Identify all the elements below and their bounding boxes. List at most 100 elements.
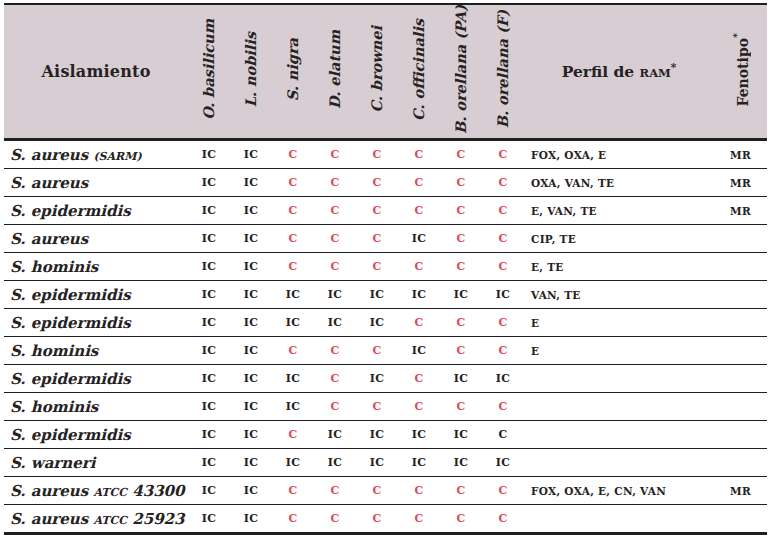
susceptibility-value-cell: C <box>314 477 356 505</box>
susceptibility-value-cell: C <box>272 337 314 365</box>
susceptibility-value-cell: IC <box>188 393 230 421</box>
isolate-cell: S. epidermidis <box>4 309 188 337</box>
susceptibility-value-cell: IC <box>356 281 398 309</box>
table-row: S. hominis ICICCCCCCC E, TE <box>4 253 767 281</box>
susceptibility-value-cell: IC <box>188 225 230 253</box>
perfil-ram-cell: E, VAN, TE <box>524 197 714 225</box>
susceptibility-value-cell: IC <box>272 309 314 337</box>
susceptibility-value-cell: C <box>314 365 356 393</box>
perfil-label-pre: Perfil de <box>562 63 640 82</box>
susceptibility-value-cell: C <box>356 393 398 421</box>
susceptibility-value-cell: C <box>440 225 482 253</box>
susceptibility-value-cell: C <box>398 140 440 169</box>
susceptibility-value-cell: C <box>440 309 482 337</box>
column-header-aislamiento: Aislamiento <box>4 4 188 140</box>
isolate-cell: S. aureus <box>4 225 188 253</box>
susceptibility-value-cell: C <box>482 225 524 253</box>
susceptibility-value-cell: C <box>482 197 524 225</box>
column-header-plant-2: L. nobilis <box>230 4 272 140</box>
isolate-name: S. epidermidis <box>10 370 131 388</box>
column-header-plant-1: O. basilicum <box>188 4 230 140</box>
susceptibility-value-cell: IC <box>188 309 230 337</box>
susceptibility-value-cell: IC <box>356 365 398 393</box>
perfil-ram-cell <box>524 393 714 421</box>
column-header-plant-4: D. elatum <box>314 4 356 140</box>
susceptibility-value-cell: IC <box>230 393 272 421</box>
table-row: S. epidermidis ICICCICICICICC <box>4 421 767 449</box>
susceptibility-value-cell: IC <box>230 169 272 197</box>
susceptibility-value-cell: C <box>356 477 398 505</box>
isolate-cell: S. hominis <box>4 393 188 421</box>
fenotipo-cell <box>714 225 767 253</box>
susceptibility-value-cell: IC <box>230 505 272 534</box>
susceptibility-value-cell: C <box>482 421 524 449</box>
antimicrobial-resistance-table: Aislamiento O. basilicum L. nobilis S. n… <box>4 3 767 535</box>
susceptibility-value-cell: IC <box>398 337 440 365</box>
susceptibility-value-cell: IC <box>272 281 314 309</box>
susceptibility-value-cell: C <box>272 253 314 281</box>
susceptibility-value-cell: C <box>398 477 440 505</box>
table-row: S. aureus ICICCCCICCC CIP, TE <box>4 225 767 253</box>
susceptibility-value-cell: C <box>314 225 356 253</box>
header-row: Aislamiento O. basilicum L. nobilis S. n… <box>4 4 767 140</box>
isolate-cell: S. hominis <box>4 253 188 281</box>
column-header-perfil-ram: Perfil de RAM* <box>524 4 714 140</box>
fenotipo-cell <box>714 505 767 534</box>
susceptibility-value-cell: IC <box>230 197 272 225</box>
susceptibility-value-cell: C <box>440 337 482 365</box>
susceptibility-value-cell: C <box>356 225 398 253</box>
susceptibility-value-cell: IC <box>398 281 440 309</box>
susceptibility-value-cell: IC <box>314 281 356 309</box>
susceptibility-value-cell: C <box>272 197 314 225</box>
plant-name-rotated-label: L. nobilis <box>244 32 259 107</box>
plant-name-rotated-label: C. officinalis <box>412 19 427 121</box>
column-header-plant-7: B. orellana (PA) <box>440 4 482 140</box>
fenotipo-cell <box>714 449 767 477</box>
susceptibility-value-cell: C <box>272 140 314 169</box>
isolate-name: S. aureus <box>10 230 88 248</box>
table-row: S. warneri ICICICICICICICIC <box>4 449 767 477</box>
plant-name-rotated-label: B. orellana (F) <box>496 10 511 128</box>
perfil-ram-cell: FOX, OXA, E, CN, VAN <box>524 477 714 505</box>
susceptibility-value-cell: C <box>314 197 356 225</box>
isolate-cell: S. aureus (SARM) <box>4 140 188 169</box>
susceptibility-value-cell: C <box>314 140 356 169</box>
susceptibility-value-cell: IC <box>356 309 398 337</box>
column-header-plant-8: B. orellana (F) <box>482 4 524 140</box>
susceptibility-value-cell: C <box>272 477 314 505</box>
susceptibility-value-cell: C <box>482 169 524 197</box>
table-header: Aislamiento O. basilicum L. nobilis S. n… <box>4 4 767 140</box>
susceptibility-value-cell: IC <box>188 477 230 505</box>
susceptibility-value-cell: IC <box>188 140 230 169</box>
susceptibility-value-cell: IC <box>398 225 440 253</box>
fenotipo-cell <box>714 281 767 309</box>
susceptibility-value-cell: IC <box>272 393 314 421</box>
susceptibility-value-cell: C <box>356 140 398 169</box>
susceptibility-value-cell: C <box>398 197 440 225</box>
perfil-ram-cell: VAN, TE <box>524 281 714 309</box>
susceptibility-value-cell: C <box>356 169 398 197</box>
susceptibility-value-cell: IC <box>230 365 272 393</box>
fenotipo-cell <box>714 309 767 337</box>
susceptibility-value-cell: C <box>482 140 524 169</box>
perfil-ram-cell: E <box>524 337 714 365</box>
isolate-cell: S. epidermidis <box>4 197 188 225</box>
table-row: S. hominis ICICICCCCCC <box>4 393 767 421</box>
susceptibility-value-cell: C <box>440 477 482 505</box>
susceptibility-value-cell: C <box>482 337 524 365</box>
susceptibility-value-cell: IC <box>230 421 272 449</box>
fenotipo-cell <box>714 365 767 393</box>
susceptibility-value-cell: C <box>314 169 356 197</box>
isolate-name: S. hominis <box>10 342 98 360</box>
susceptibility-value-cell: C <box>356 253 398 281</box>
table-row: S. epidermidis ICICICICICICICIC VAN, TE <box>4 281 767 309</box>
susceptibility-value-cell: IC <box>398 449 440 477</box>
column-header-plant-3: S. nigra <box>272 4 314 140</box>
isolate-name: S. warneri <box>10 454 95 472</box>
perfil-ram-cell: OXA, VAN, TE <box>524 169 714 197</box>
isolate-name: S. aureus <box>10 146 88 164</box>
susceptibility-value-cell: C <box>398 169 440 197</box>
table-body: S. aureus (SARM) ICICCCCCCC FOX, OXA, E … <box>4 140 767 534</box>
susceptibility-value-cell: IC <box>188 169 230 197</box>
susceptibility-value-cell: C <box>440 140 482 169</box>
